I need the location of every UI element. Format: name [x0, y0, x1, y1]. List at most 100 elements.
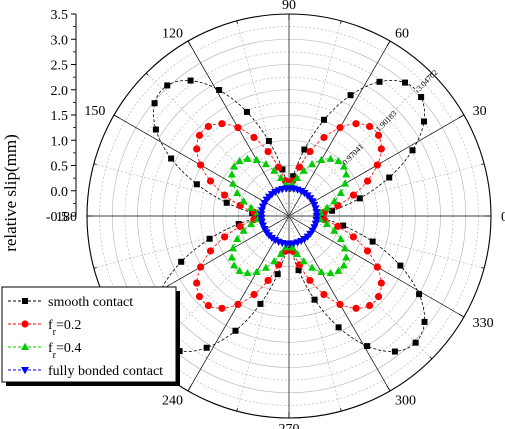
- data-point: [293, 173, 302, 182]
- data-point: [252, 155, 261, 163]
- data-point: [401, 79, 408, 86]
- data-point: [247, 203, 256, 211]
- angle-tick: [340, 20, 342, 24]
- data-point: [373, 161, 381, 169]
- data-point: [329, 207, 336, 214]
- data-point: [326, 154, 335, 162]
- data-point: [421, 318, 428, 325]
- data-point: [252, 267, 261, 276]
- data-point: [356, 195, 363, 202]
- data-point: [250, 290, 258, 299]
- data-point: [258, 203, 267, 211]
- angle-tick: [236, 20, 238, 24]
- data-point: [330, 197, 339, 205]
- angle-tick: [145, 72, 149, 76]
- data-point: [334, 266, 343, 274]
- data-point: [311, 220, 320, 228]
- data-point: [295, 163, 303, 171]
- legend-label: fully bonded contact: [48, 364, 163, 379]
- angle-tick: [429, 356, 433, 360]
- data-point: [366, 122, 374, 131]
- data-point: [21, 320, 29, 328]
- data-point: [232, 327, 239, 334]
- series-layer: 3.04702 1.90183 0.97041: [150, 68, 439, 355]
- data-point: [317, 267, 326, 276]
- data-point: [264, 276, 272, 285]
- series-triangle-down: [257, 185, 321, 248]
- data-point: [364, 343, 371, 350]
- data-point: [220, 233, 229, 241]
- angle-tick-label: 30: [473, 104, 487, 119]
- data-point: [227, 253, 236, 261]
- data-point: [397, 262, 404, 269]
- data-point: [193, 279, 201, 287]
- data-point: [195, 131, 204, 139]
- data-point: [391, 348, 398, 355]
- data-point: [220, 191, 229, 199]
- data-point: [270, 166, 279, 174]
- y-axis-label: relative slip(mm): [1, 134, 20, 252]
- angle-tick-label: 330: [473, 316, 494, 331]
- radial-tick-label: 0.0: [51, 185, 69, 200]
- radial-axis: -0.5 0.0 0.5 1.0 1.5 2.0 2.5 3.0 3.5: [46, 8, 77, 225]
- data-point: [339, 162, 348, 170]
- radial-tick-label: 3.0: [51, 33, 69, 48]
- data-point: [228, 179, 237, 187]
- data-point: [264, 147, 272, 156]
- grid-spoke: [93, 215, 290, 269]
- data-point: [340, 222, 347, 229]
- data-point: [295, 267, 302, 274]
- data-point: [223, 199, 230, 206]
- angle-tick: [340, 408, 342, 412]
- data-point: [257, 211, 266, 219]
- angle-tick: [93, 163, 97, 165]
- data-point: [322, 219, 331, 228]
- legend-label: fr=0.2: [48, 318, 81, 338]
- data-point: [352, 120, 360, 128]
- legend: smooth contact fr=0.2 fr=0.4 fully bonded c…: [1, 286, 180, 386]
- angle-tick: [458, 313, 465, 318]
- data-point: [320, 290, 328, 299]
- data-point: [374, 131, 383, 139]
- data-point: [339, 261, 348, 269]
- angle-tick-label: 90: [282, 0, 296, 13]
- angle-tick: [187, 40, 192, 47]
- angle-tick: [386, 385, 391, 392]
- data-point: [308, 263, 317, 271]
- legend-label: smooth contact: [48, 295, 133, 310]
- data-point: [243, 268, 252, 277]
- data-point: [197, 161, 205, 169]
- angle-tick-label: 0: [501, 210, 505, 225]
- radial-tick-label: 2.5: [51, 59, 69, 74]
- legend-label: fr=0.4: [48, 341, 81, 361]
- data-point: [334, 156, 343, 165]
- data-point: [204, 122, 212, 131]
- data-point: [178, 258, 185, 265]
- angle-tick-label: 300: [395, 394, 416, 409]
- data-point: [250, 133, 258, 142]
- data-point: [306, 147, 314, 156]
- data-point: [216, 87, 223, 94]
- data-point: [347, 92, 354, 99]
- data-point: [233, 234, 242, 243]
- data-point: [195, 293, 204, 301]
- data-point: [247, 219, 256, 228]
- data-point: [290, 173, 297, 180]
- data-point: [257, 207, 266, 215]
- data-point: [312, 213, 321, 221]
- angle-tick: [386, 40, 391, 47]
- data-point: [374, 293, 383, 301]
- radial-tick-label: 2.0: [51, 84, 69, 99]
- grid-spoke: [145, 72, 290, 217]
- angle-tick: [113, 114, 120, 119]
- data-point: [267, 234, 276, 243]
- angle-tick-label: 120: [162, 26, 183, 41]
- data-point: [21, 367, 29, 375]
- data-point: [233, 188, 242, 196]
- data-point: [243, 108, 250, 115]
- grid-spoke: [236, 20, 290, 217]
- data-point: [257, 218, 266, 226]
- grid-spoke: [93, 163, 290, 217]
- data-point: [377, 279, 385, 287]
- data-point: [261, 263, 270, 271]
